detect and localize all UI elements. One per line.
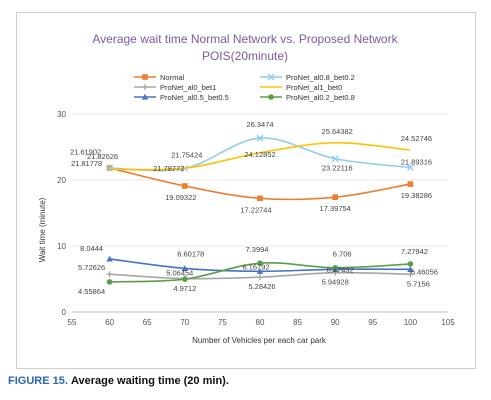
x-tick-label: 60 xyxy=(105,318,114,327)
x-tick-label: 70 xyxy=(180,318,189,327)
data-label: 19.09322 xyxy=(165,193,196,202)
x-axis-title: Number of Vehicles per each car park xyxy=(192,336,327,345)
data-label: 23.22116 xyxy=(322,164,353,173)
chart-series xyxy=(106,134,414,285)
x-tick-label: 105 xyxy=(441,318,455,327)
x-tick-label: 95 xyxy=(368,318,377,327)
data-label: 4.55864 xyxy=(78,287,105,296)
data-label: 5.7156 xyxy=(407,279,430,288)
legend-marker xyxy=(268,94,274,100)
chart-title-line-1: Average wait time Normal Network vs. Pro… xyxy=(92,32,398,46)
legend-label: ProNet_al0.5_bet0.5 xyxy=(160,93,229,102)
data-point-pronet-al0-8-bet0-2 xyxy=(406,164,414,171)
legend-label: ProNet_al1_bet0 xyxy=(286,83,342,92)
figure-caption: FIGURE 15. Average waiting time (20 min)… xyxy=(8,375,229,387)
data-point-normal xyxy=(332,194,338,200)
data-label: 21.82626 xyxy=(87,152,118,161)
legend-marker xyxy=(141,93,149,100)
data-label: 6.47432 xyxy=(327,265,354,274)
data-point-pronet-al0-2-bet0-8 xyxy=(332,264,339,271)
y-axis-title: Wait time (minute) xyxy=(38,197,47,262)
chart-legend: Normal ProNet_al0.8_bet0.2 ProNet_al0_bet1… xyxy=(134,73,355,102)
data-label: 21.81778 xyxy=(71,159,102,168)
data-label: 4.9712 xyxy=(173,284,196,293)
data-label: 5.28426 xyxy=(248,282,275,291)
x-tick-label: 90 xyxy=(331,318,340,327)
data-label: 5.94928 xyxy=(322,278,349,287)
legend-label: ProNet_al0.8_bet0.2 xyxy=(286,73,355,82)
data-point-normal xyxy=(407,181,414,187)
data-point-pronet-al0-8-bet0-2 xyxy=(331,155,339,163)
data-point-normal xyxy=(182,183,188,189)
legend-marker xyxy=(142,74,148,80)
x-tick-label: 75 xyxy=(218,318,227,327)
data-label: 7.3994 xyxy=(246,245,269,254)
data-label: 21.78772 xyxy=(153,164,184,173)
data-point-pronet-al0-2-bet0-8 xyxy=(182,276,188,282)
data-label: 5.06454 xyxy=(166,269,193,278)
y-tick-label: 0 xyxy=(62,308,67,317)
data-label: 6.706 xyxy=(333,250,352,259)
x-tick-label: 65 xyxy=(143,318,152,327)
x-tick-label: 100 xyxy=(404,318,418,327)
chart-frame xyxy=(16,12,476,369)
figure-caption-text: Average waiting time (20 min). xyxy=(70,375,229,387)
x-tick-label: 85 xyxy=(293,318,302,327)
data-label: 25.64382 xyxy=(322,127,353,136)
data-label: 7.27942 xyxy=(401,247,428,256)
chart-axes: 0 10 20 30 55 60 65 70 75 80 85 90 95 100 105 xyxy=(57,110,455,327)
legend-marker xyxy=(267,73,275,81)
data-point-pronet-al0-2-bet0-8 xyxy=(407,261,414,267)
data-point-pronet-al0-bet1 xyxy=(257,274,263,281)
data-point-pronet-al0-2-bet0-8 xyxy=(257,260,263,266)
data-point-pronet-al0-5-bet0-5 xyxy=(407,266,414,272)
data-point-pronet-al0-5-bet0-5 xyxy=(256,268,264,274)
data-point-pronet-al0-bet1 xyxy=(106,271,113,278)
data-label: 26.3474 xyxy=(246,120,273,129)
x-tick-label: 80 xyxy=(256,318,265,327)
data-point-normal xyxy=(257,195,263,202)
data-label: 17.22744 xyxy=(240,205,271,214)
x-tick-label: 55 xyxy=(68,318,77,327)
data-label: 21.75424 xyxy=(171,150,202,159)
data-point-pronet-al0-5-bet0-5 xyxy=(106,255,113,262)
line-chart: Average wait time Normal Network vs. Pro… xyxy=(38,32,455,345)
data-label: 17.39754 xyxy=(320,204,351,213)
legend-label: ProNet_al0.2_bet0.8 xyxy=(286,93,355,102)
chart-title-line-2: POIS(20minute) xyxy=(202,49,288,63)
y-tick-label: 30 xyxy=(57,110,66,119)
data-point-pronet-al0-5-bet0-5 xyxy=(181,265,188,272)
chart-data-labels: 21.82626 19.09322 17.22744 17.39754 19.38286… xyxy=(70,120,438,296)
chart-gridlines xyxy=(72,113,448,247)
data-point-pronet-al0-8-bet0-2 xyxy=(256,134,264,142)
data-label: 24.52746 xyxy=(401,134,432,143)
data-label: 21.89316 xyxy=(401,158,432,167)
data-label: 5.72626 xyxy=(78,263,105,272)
data-label: 6.16792 xyxy=(242,262,269,271)
data-label: 6.46056 xyxy=(411,267,438,276)
figure-caption-label: FIGURE 15. xyxy=(8,375,68,387)
data-point-pronet-al0-bet1 xyxy=(407,271,414,278)
y-tick-label: 10 xyxy=(57,242,66,251)
data-point-pronet-al0-2-bet0-8 xyxy=(106,279,113,285)
legend-label: Normal xyxy=(160,73,185,82)
data-label: 6.60178 xyxy=(177,249,204,258)
legend-marker xyxy=(142,84,148,90)
data-label: 8.0444 xyxy=(80,244,103,253)
data-label: 19.38286 xyxy=(401,191,432,200)
legend-label: ProNet_al0_bet1 xyxy=(160,83,216,92)
data-label: 21.61902 xyxy=(70,147,101,156)
data-label: 24.12852 xyxy=(244,150,275,159)
series-line-pronet-al1-bet0 xyxy=(109,141,411,171)
y-tick-label: 20 xyxy=(57,176,66,185)
